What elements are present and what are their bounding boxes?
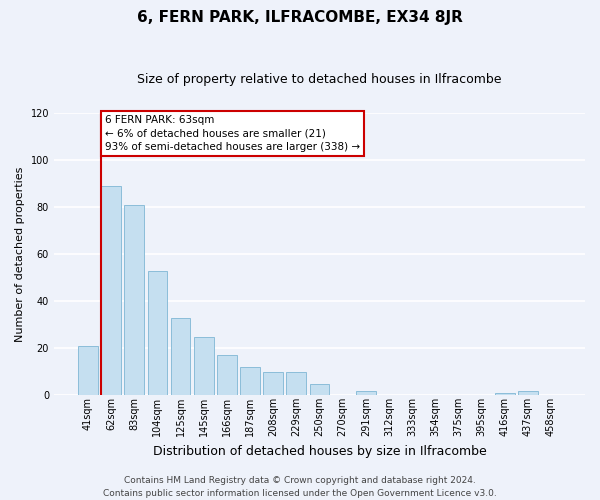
Y-axis label: Number of detached properties: Number of detached properties <box>15 166 25 342</box>
Bar <box>286 372 306 396</box>
Bar <box>495 393 515 396</box>
Bar <box>170 318 190 396</box>
Bar <box>240 367 260 396</box>
Title: Size of property relative to detached houses in Ilfracombe: Size of property relative to detached ho… <box>137 72 502 86</box>
Bar <box>124 205 144 396</box>
Text: 6 FERN PARK: 63sqm
← 6% of detached houses are smaller (21)
93% of semi-detached: 6 FERN PARK: 63sqm ← 6% of detached hous… <box>104 116 360 152</box>
Bar <box>310 384 329 396</box>
Bar <box>101 186 121 396</box>
Bar <box>78 346 98 396</box>
Bar <box>356 390 376 396</box>
Bar <box>217 356 236 396</box>
Bar <box>148 270 167 396</box>
Bar <box>518 390 538 396</box>
Bar <box>263 372 283 396</box>
Text: Contains HM Land Registry data © Crown copyright and database right 2024.
Contai: Contains HM Land Registry data © Crown c… <box>103 476 497 498</box>
Text: 6, FERN PARK, ILFRACOMBE, EX34 8JR: 6, FERN PARK, ILFRACOMBE, EX34 8JR <box>137 10 463 25</box>
Bar <box>194 336 214 396</box>
X-axis label: Distribution of detached houses by size in Ilfracombe: Distribution of detached houses by size … <box>152 444 487 458</box>
